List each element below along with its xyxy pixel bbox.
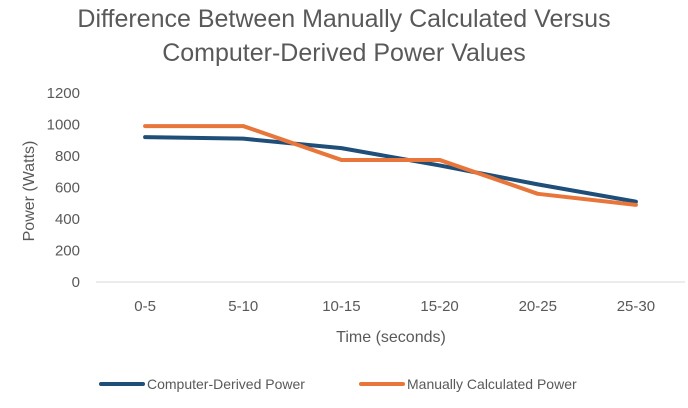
legend-label: Computer-Derived Power	[147, 376, 305, 392]
y-tick-label: 800	[55, 148, 80, 165]
chart-title-line-1: Difference Between Manually Calculated V…	[77, 5, 610, 33]
chart-title-line-2: Computer-Derived Power Values	[162, 39, 526, 67]
x-tick-label: 25-30	[617, 298, 655, 315]
series-line-computer-derived-power	[145, 137, 636, 202]
y-tick-label: 600	[55, 180, 80, 197]
y-axis-title: Power (Watts)	[21, 141, 38, 242]
legend-item: Manually Calculated Power	[361, 376, 577, 392]
legend-label: Manually Calculated Power	[407, 376, 577, 392]
y-axis-tick-labels: 0 200 400 600 800 1000 1200	[47, 85, 80, 291]
y-tick-label: 1000	[47, 117, 80, 134]
y-tick-label: 0	[72, 274, 80, 291]
series-lines	[145, 126, 636, 205]
legend: Computer-Derived Power Manually Calculate…	[101, 376, 577, 392]
x-tick-label: 5-10	[228, 298, 258, 315]
x-tick-label: 20-25	[519, 298, 557, 315]
chart-title: Difference Between Manually Calculated V…	[77, 5, 610, 67]
x-tick-label: 15-20	[420, 298, 458, 315]
y-tick-label: 400	[55, 211, 80, 228]
x-axis-title: Time (seconds)	[336, 329, 446, 346]
x-tick-label: 0-5	[134, 298, 156, 315]
y-tick-label: 200	[55, 243, 80, 260]
x-axis-tick-labels: 0-5 5-10 10-15 15-20 20-25 25-30	[134, 298, 655, 315]
y-tick-label: 1200	[47, 85, 80, 102]
legend-item: Computer-Derived Power	[101, 376, 305, 392]
x-tick-label: 10-15	[322, 298, 360, 315]
